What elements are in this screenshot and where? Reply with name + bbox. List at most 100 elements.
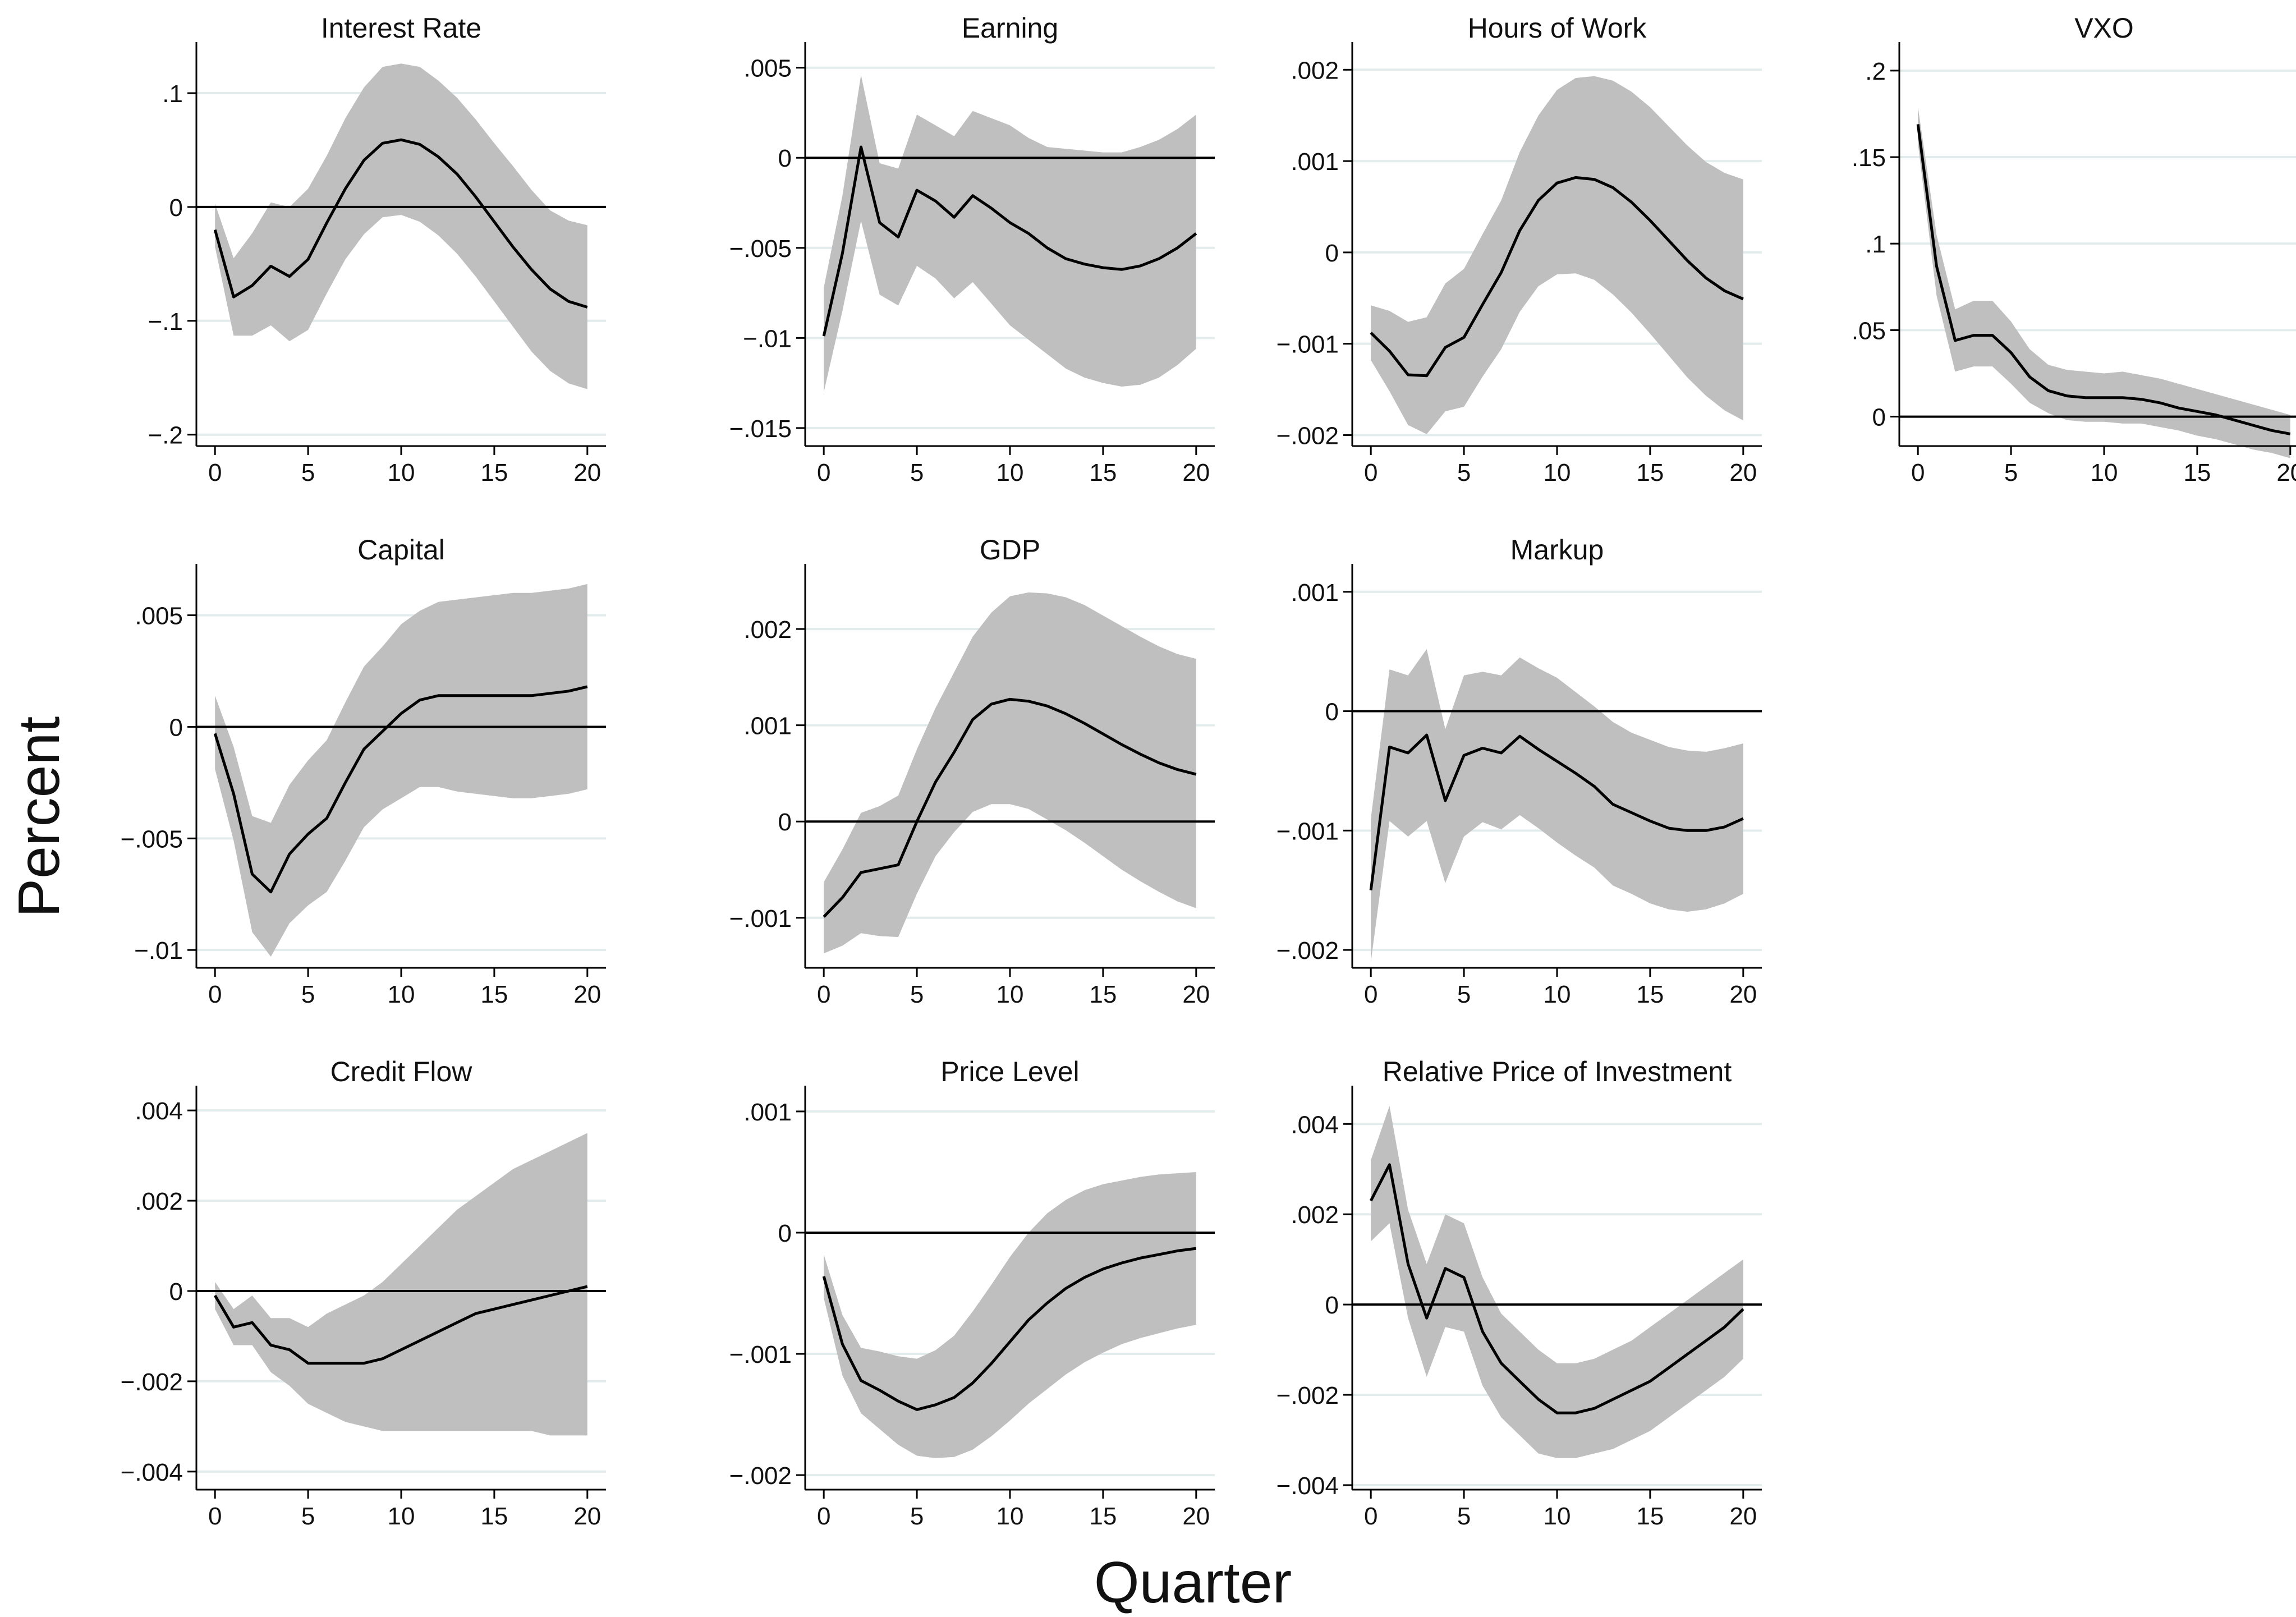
x-tick-label: 15 <box>480 981 508 1008</box>
y-tick-label: −.01 <box>743 325 792 352</box>
y-tick-label: −.002 <box>1276 937 1339 964</box>
x-tick-label: 5 <box>910 459 924 486</box>
x-tick-label: 0 <box>208 459 222 486</box>
y-tick-label: −.005 <box>729 235 792 263</box>
confidence-band <box>824 592 1196 954</box>
x-tick-label: 10 <box>2091 459 2118 486</box>
x-tick-label: 20 <box>1729 1503 1757 1530</box>
panels-container: Interest Rate −.2 −.1 0 .1 0 5 10 15 20 Earning −.0… <box>121 12 2296 1530</box>
y-tick-label: −.001 <box>729 1341 792 1368</box>
chart-title: Earning <box>962 12 1058 44</box>
y-tick-label: .001 <box>1291 579 1339 607</box>
y-tick-label: .001 <box>1291 148 1339 176</box>
x-tick-label: 15 <box>1089 459 1117 486</box>
chart-title: GDP <box>980 534 1040 566</box>
irf-line <box>1370 176 1744 378</box>
chart-panel: GDP −.001 0 .001 .002 0 5 10 15 20 <box>729 534 1215 1008</box>
x-tick-label: 20 <box>573 459 601 486</box>
x-tick-label: 10 <box>997 1503 1024 1530</box>
y-tick-label: −.1 <box>148 308 183 336</box>
x-tick-label: 20 <box>1182 1503 1210 1530</box>
x-tick-label: 10 <box>997 459 1024 486</box>
y-tick-label: 0 <box>1325 240 1339 267</box>
confidence-band <box>1371 649 1743 962</box>
x-tick-label: 5 <box>1457 459 1471 486</box>
y-tick-label: 0 <box>1872 404 1886 431</box>
y-tick-label: .002 <box>743 616 792 644</box>
x-tick-label: 15 <box>1089 1503 1117 1530</box>
y-tick-label: .001 <box>743 1099 792 1126</box>
x-tick-label: 0 <box>1364 981 1377 1008</box>
x-tick-label: 20 <box>1182 981 1210 1008</box>
y-tick-label: −.001 <box>1276 331 1339 359</box>
x-tick-label: 15 <box>480 459 508 486</box>
chart-panel: Markup −.002 −.001 0 .001 0 5 10 15 20 <box>1276 534 1762 1008</box>
x-tick-label: 5 <box>1457 1503 1471 1530</box>
chart-panel: Credit Flow −.004 −.002 0 .002 .004 0 5 10 15 20 <box>121 1056 606 1530</box>
confidence-band <box>824 75 1196 392</box>
chart-panel: Price Level −.002 −.001 0 .001 0 5 10 15 20 <box>729 1056 1215 1530</box>
x-tick-label: 10 <box>1544 981 1571 1008</box>
x-tick-label: 0 <box>817 459 830 486</box>
y-tick-label: −.001 <box>729 905 792 932</box>
confidence-band <box>1371 1106 1743 1458</box>
y-tick-label: .002 <box>1291 1201 1339 1229</box>
y-tick-label: −.002 <box>121 1368 183 1396</box>
confidence-band <box>215 1133 587 1436</box>
y-tick-label: −.015 <box>729 415 792 443</box>
y-tick-label: 0 <box>778 1220 792 1247</box>
irf-line <box>213 685 588 894</box>
x-tick-label: 10 <box>388 1503 415 1530</box>
chart-panel: Relative Price of Investment −.004 −.002 0.… <box>1276 1056 1762 1530</box>
chart-title: Price Level <box>940 1056 1079 1087</box>
irf-line <box>1369 733 1744 891</box>
x-tick-label: 15 <box>1636 981 1664 1008</box>
figure-x-axis-label: Quarter <box>1094 1550 1292 1615</box>
x-tick-label: 15 <box>480 1503 508 1530</box>
y-tick-label: .004 <box>135 1097 183 1125</box>
x-tick-label: 15 <box>1089 981 1117 1008</box>
x-tick-label: 5 <box>1457 981 1471 1008</box>
y-tick-label: .005 <box>135 603 183 630</box>
x-tick-label: 0 <box>817 981 830 1008</box>
y-tick-label: 0 <box>1325 1292 1339 1319</box>
y-tick-label: 0 <box>169 194 183 222</box>
x-tick-label: 20 <box>1729 459 1757 486</box>
irf-line <box>1369 1163 1744 1414</box>
y-tick-label: −.01 <box>134 937 183 964</box>
x-tick-label: 0 <box>208 981 222 1008</box>
chart-panel: Earning −.015 −.01 −.005 0 .005 0 5 10 15 20 <box>729 12 1215 486</box>
y-tick-label: .1 <box>1865 231 1886 258</box>
y-tick-label: .2 <box>1865 58 1886 85</box>
x-tick-label: 5 <box>301 1503 315 1530</box>
x-tick-label: 5 <box>910 1503 924 1530</box>
figure-y-axis-label: Percent <box>7 716 72 918</box>
confidence-band <box>1371 76 1743 434</box>
x-tick-label: 10 <box>997 981 1024 1008</box>
y-tick-label: 0 <box>1325 699 1339 726</box>
y-tick-label: .004 <box>1291 1111 1339 1138</box>
irf-line <box>213 138 588 309</box>
x-tick-label: 0 <box>1364 459 1377 486</box>
x-tick-label: 10 <box>388 981 415 1008</box>
y-tick-label: −.005 <box>121 825 183 853</box>
y-tick-label: 0 <box>778 145 792 172</box>
confidence-band <box>215 63 587 389</box>
x-tick-label: 10 <box>1544 1503 1571 1530</box>
x-tick-label: 0 <box>1911 459 1925 486</box>
x-tick-label: 20 <box>1182 459 1210 486</box>
y-tick-label: 0 <box>169 714 183 741</box>
y-tick-label: .002 <box>135 1188 183 1215</box>
y-tick-label: −.002 <box>1276 422 1339 449</box>
x-tick-label: 0 <box>208 1503 222 1530</box>
x-tick-label: 20 <box>2276 459 2296 486</box>
x-tick-label: 5 <box>301 459 315 486</box>
x-tick-label: 5 <box>301 981 315 1008</box>
irf-line <box>823 697 1197 918</box>
x-tick-label: 20 <box>1729 981 1757 1008</box>
y-tick-label: .05 <box>1852 317 1886 344</box>
y-tick-label: .005 <box>743 55 792 82</box>
irf-line <box>214 1285 588 1365</box>
y-tick-label: .001 <box>743 713 792 740</box>
